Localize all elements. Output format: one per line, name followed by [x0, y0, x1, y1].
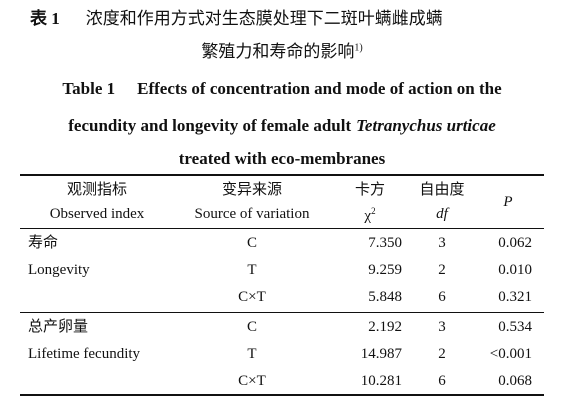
header-en: df — [362, 207, 522, 222]
table-bottom-rule — [20, 394, 544, 396]
caption-en-text: Effects of concentration and mode of act… — [137, 79, 502, 98]
p-value: 0.321 — [498, 289, 532, 305]
source: C — [246, 235, 257, 251]
header-sup: 2 — [371, 206, 376, 216]
group-label-en: Longevity — [28, 262, 90, 278]
header-en-text: Observed index — [49, 206, 145, 222]
chi-square: 14.987 — [360, 346, 402, 362]
caption-zh-text: 浓度和作用方式对生态膜处理下二斑叶螨雌成螨 — [85, 9, 443, 28]
df: 6 — [438, 289, 446, 305]
df: 2 — [438, 346, 446, 362]
caption-en-line: Table 1 Effects of concentration and mode… — [0, 80, 564, 97]
header-zh: 卡方 — [354, 182, 385, 198]
group-label-en: Lifetime fecundity — [28, 346, 141, 362]
group-label-zh: 寿命 — [28, 235, 59, 251]
chi-square: 10.281 — [360, 373, 402, 389]
header-en-text: Source of variation — [194, 206, 310, 222]
caption-en-label: Table 1 — [62, 79, 116, 98]
caption-en-species: Tetranychus urticae — [356, 116, 496, 135]
header-en-text: df — [436, 206, 448, 222]
header-en: P — [503, 194, 513, 210]
header-zh: 自由度 — [419, 182, 465, 198]
header-zh: 观测指标 — [66, 182, 127, 198]
chi-square: 2.192 — [368, 319, 402, 335]
p-value: <0.001 — [489, 346, 532, 362]
caption-zh-line: 表 1 浓度和作用方式对生态膜处理下二斑叶螨雌成螨 — [30, 10, 443, 27]
source: T — [247, 262, 257, 278]
chi-square: 7.350 — [368, 235, 402, 251]
header-en: Source of variation — [172, 207, 332, 222]
chi-square: 5.848 — [368, 289, 402, 305]
caption-note: 1) — [354, 42, 363, 54]
caption-zh-text: 繁殖力和寿命的影响 — [201, 42, 355, 61]
caption-zh-label: 表 1 — [30, 9, 60, 28]
source: C×T — [238, 289, 266, 305]
group-label-zh: 总产卵量 — [28, 319, 89, 335]
df: 6 — [438, 373, 446, 389]
table-top-rule — [20, 174, 544, 176]
source: C — [246, 319, 257, 335]
p-value: 0.534 — [498, 319, 532, 335]
header-en: Observed index — [17, 207, 177, 222]
p-value: 0.010 — [498, 262, 532, 278]
group-rule — [20, 312, 544, 313]
caption-zh-line: 繁殖力和寿命的影响1) — [0, 43, 564, 60]
header-zh: 变异来源 — [221, 182, 282, 198]
header-en: χ2 — [290, 207, 450, 224]
header-rule — [20, 228, 544, 229]
df: 2 — [438, 262, 446, 278]
chi-square: 9.259 — [368, 262, 402, 278]
header-en-text: χ — [364, 208, 372, 224]
p-value: 0.068 — [498, 373, 532, 389]
source: C×T — [238, 373, 266, 389]
caption-en-text: fecundity and longevity of female adult — [68, 116, 352, 135]
caption-en-text: treated with eco-membranes — [178, 149, 386, 168]
p-value: 0.062 — [498, 235, 532, 251]
source: T — [247, 346, 257, 362]
df: 3 — [438, 235, 446, 251]
caption-en-line: fecundity and longevity of female adult T… — [0, 117, 564, 134]
df: 3 — [438, 319, 446, 335]
